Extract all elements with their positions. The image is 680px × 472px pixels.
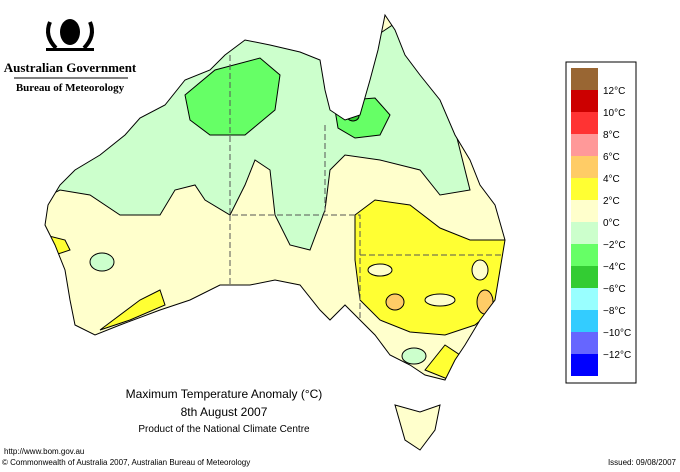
legend-swatch	[571, 178, 598, 200]
legend-swatch	[571, 244, 598, 266]
legend-label: −8°C	[603, 306, 626, 317]
legend-label: −2°C	[603, 240, 626, 251]
legend: 12°C 10°C 8°C 6°C 4°C 2°C 0°C −2°C −4°C −6°C −8°C −…	[571, 68, 631, 376]
legend-swatch	[571, 134, 598, 156]
legend-label: −6°C	[603, 284, 626, 295]
legend-label: −12°C	[603, 350, 631, 361]
legend-label: 6°C	[603, 152, 620, 163]
footer-url: http://www.bom.gov.au	[4, 447, 84, 456]
map-product: Product of the National Climate Centre	[138, 424, 310, 435]
legend-swatch	[571, 354, 598, 376]
legend-label: 2°C	[603, 196, 620, 207]
map-title: Maximum Temperature Anomaly (°C)	[126, 387, 323, 401]
legend-swatch	[571, 266, 598, 288]
legend-swatch	[571, 200, 598, 222]
legend-label: −4°C	[603, 262, 626, 273]
legend-label: 12°C	[603, 86, 625, 97]
agency-name: Bureau of Meteorology	[16, 82, 125, 94]
legend-swatch	[571, 112, 598, 134]
legend-swatch	[571, 90, 598, 112]
legend-swatch	[571, 68, 598, 90]
australia-map	[44, 14, 506, 451]
legend-swatch	[571, 222, 598, 244]
legend-label: 0°C	[603, 218, 620, 229]
government-name: Australian Government	[4, 60, 137, 75]
crest	[46, 19, 94, 51]
legend-swatch	[571, 288, 598, 310]
legend-swatch	[571, 156, 598, 178]
legend-label: 4°C	[603, 174, 620, 185]
map-date: 8th August 2007	[181, 405, 268, 419]
legend-label: 10°C	[603, 108, 625, 119]
legend-swatch	[571, 332, 598, 354]
legend-label: −10°C	[603, 328, 631, 339]
footer-issued: Issued: 09/08/2007	[608, 458, 677, 467]
footer-copyright: © Commonwealth of Australia 2007, Austra…	[2, 458, 250, 467]
legend-swatch	[571, 310, 598, 332]
legend-label: 8°C	[603, 130, 620, 141]
